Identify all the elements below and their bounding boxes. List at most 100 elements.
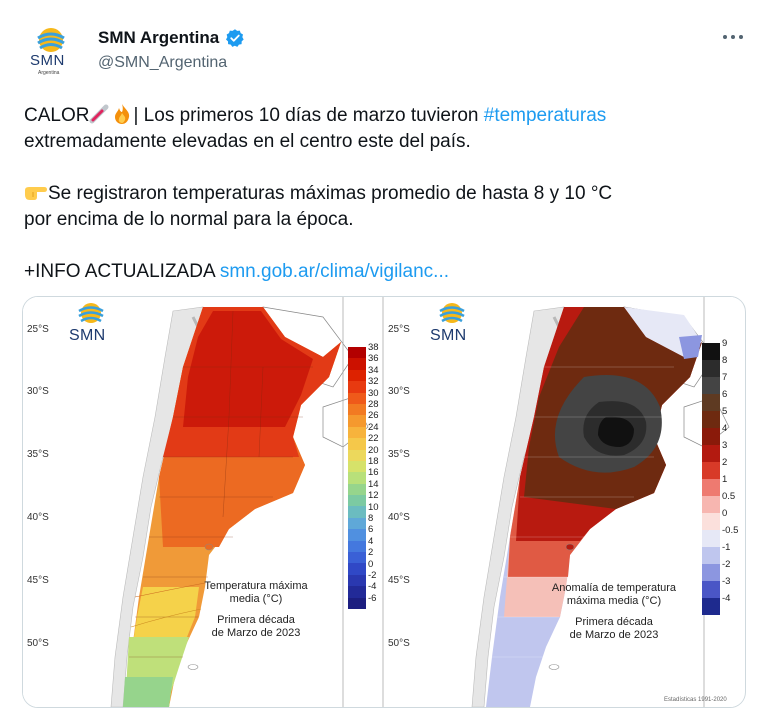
legend-value: 0 xyxy=(368,558,374,570)
legend-swatch xyxy=(702,598,720,615)
legend-value: -4 xyxy=(722,593,731,604)
legend-value: 6 xyxy=(722,389,728,400)
legend-value: 36 xyxy=(368,353,379,365)
legend-value: 12 xyxy=(368,490,379,502)
legend-swatch xyxy=(348,517,366,530)
hashtag-temperaturas[interactable]: #temperaturas xyxy=(483,105,607,126)
legend-value: 14 xyxy=(368,478,379,490)
avatar-logo-subtext: Argentina xyxy=(38,70,60,76)
legend-swatch xyxy=(348,563,366,575)
lat-label: 30°S xyxy=(27,386,49,397)
anomaly-caption-period: Primera década xyxy=(575,616,653,628)
legend-swatch xyxy=(348,426,366,439)
legend-value: 30 xyxy=(368,387,379,399)
tweet-line-3: Se registraron temperaturas máximas prom… xyxy=(24,181,744,207)
legend-swatch xyxy=(702,360,720,377)
lat-label: 35°S xyxy=(27,449,49,460)
tweet-media[interactable]: SMN 25°S 30°S 35°S 40°S 45°S 50°S 38 36 34… xyxy=(22,296,746,708)
tweet-line-1-text: | Los primeros 10 días de marzo tuvieron xyxy=(133,105,484,126)
legend-swatch xyxy=(702,496,720,513)
more-options-icon[interactable] xyxy=(718,26,748,52)
legend-swatch xyxy=(348,552,366,564)
anomaly-caption-title: Anomalía de temperatura xyxy=(551,582,677,594)
legend-swatch xyxy=(702,428,720,445)
lat-label: 45°S xyxy=(388,575,410,586)
legend-value: 1 xyxy=(722,474,728,485)
max-temperature-map-graphic xyxy=(23,297,382,707)
author-handle[interactable]: @SMN_Argentina xyxy=(98,54,228,71)
legend-swatch xyxy=(348,597,366,609)
legend-value: 34 xyxy=(368,364,379,376)
legend-swatch xyxy=(348,438,366,450)
smn-logo-icon xyxy=(37,28,65,52)
max-temp-caption-title: Temperatura máxima xyxy=(204,580,308,592)
legend-swatch xyxy=(702,462,720,479)
legend-swatch xyxy=(348,449,366,461)
legend-swatch xyxy=(348,529,366,541)
author-name-row[interactable]: SMN Argentina xyxy=(98,28,245,48)
legend-swatch xyxy=(348,506,366,518)
anomaly-caption: Anomalía de temperatura máxima media (°C… xyxy=(544,582,684,642)
max-temp-caption-title2: media (°C) xyxy=(229,593,283,605)
max-temperature-map[interactable]: SMN 25°S 30°S 35°S 40°S 45°S 50°S 38 36 34… xyxy=(23,297,382,707)
legend-swatch xyxy=(348,415,366,427)
legend-swatch xyxy=(348,540,366,553)
legend-swatch xyxy=(702,411,720,428)
legend-value: 18 xyxy=(368,456,379,467)
anomaly-caption-title2: máxima media (°C) xyxy=(566,595,662,607)
max-temp-caption-period: Primera década xyxy=(217,614,295,626)
smn-link[interactable]: smn.gob.ar/clima/vigilanc... xyxy=(219,261,450,282)
lat-label: 40°S xyxy=(27,512,49,523)
lat-label: 50°S xyxy=(388,638,410,649)
legend-value: 16 xyxy=(368,467,379,479)
temperature-anomaly-map-graphic xyxy=(384,297,743,707)
legend-swatch xyxy=(348,403,366,416)
tweet-line-5: +INFO ACTUALIZADA smn.gob.ar/clima/vigil… xyxy=(24,259,744,285)
legend-value: 0 xyxy=(722,508,728,519)
legend-swatch xyxy=(702,581,720,598)
verified-badge-icon xyxy=(226,29,244,47)
lat-label: 25°S xyxy=(27,324,49,335)
legend-value: 3 xyxy=(722,440,728,451)
legend-value: -1 xyxy=(722,542,731,553)
author-display-name[interactable]: SMN Argentina xyxy=(98,28,220,47)
info-prefix: +INFO ACTUALIZADA xyxy=(24,261,220,282)
tweet-line-3-text: Se registraron temperaturas máximas prom… xyxy=(48,183,613,204)
legend-value: 7 xyxy=(722,372,728,383)
temperature-anomaly-map[interactable]: SMN 25°S 30°S 35°S 40°S 45°S 50°S 9 8 7 6 5 4… xyxy=(384,297,743,707)
lat-label: 45°S xyxy=(27,575,49,586)
legend-value: -6 xyxy=(368,592,377,604)
legend-swatch xyxy=(348,369,366,382)
anomaly-legend xyxy=(702,343,720,615)
legend-value: -0.5 xyxy=(722,525,739,536)
legend-swatch xyxy=(702,394,720,411)
lat-label: 35°S xyxy=(388,449,410,460)
tweet-line-4: por encima de lo normal para la época. xyxy=(24,209,354,230)
legend-swatch xyxy=(702,445,720,462)
legend-value: 10 xyxy=(368,501,379,513)
legend-value: 26 xyxy=(368,410,379,422)
lat-label: 40°S xyxy=(388,512,410,523)
legend-value: 38 xyxy=(368,342,379,353)
legend-value: 24 xyxy=(368,421,379,433)
lat-label: 30°S xyxy=(388,386,410,397)
legend-swatch xyxy=(348,347,366,359)
legend-swatch xyxy=(702,547,720,564)
legend-swatch xyxy=(348,495,366,507)
smn-map-logo-icon xyxy=(439,303,465,323)
legend-swatch xyxy=(348,381,366,393)
legend-swatch xyxy=(702,530,720,547)
legend-value: 0.5 xyxy=(722,491,736,502)
fire-emoji xyxy=(115,104,130,124)
smn-map-logo-icon xyxy=(78,303,104,323)
max-temp-legend xyxy=(348,347,366,609)
legend-value: -2 xyxy=(368,570,377,581)
more-dots-icon xyxy=(723,35,743,39)
legend-swatch xyxy=(348,472,366,484)
thermometer-emoji xyxy=(89,104,109,124)
legend-swatch xyxy=(702,377,720,394)
pointing-hand-emoji xyxy=(25,187,47,200)
legend-value: 28 xyxy=(368,399,379,410)
avatar[interactable]: SMN Argentina xyxy=(24,22,78,76)
legend-value: 8 xyxy=(368,513,374,524)
